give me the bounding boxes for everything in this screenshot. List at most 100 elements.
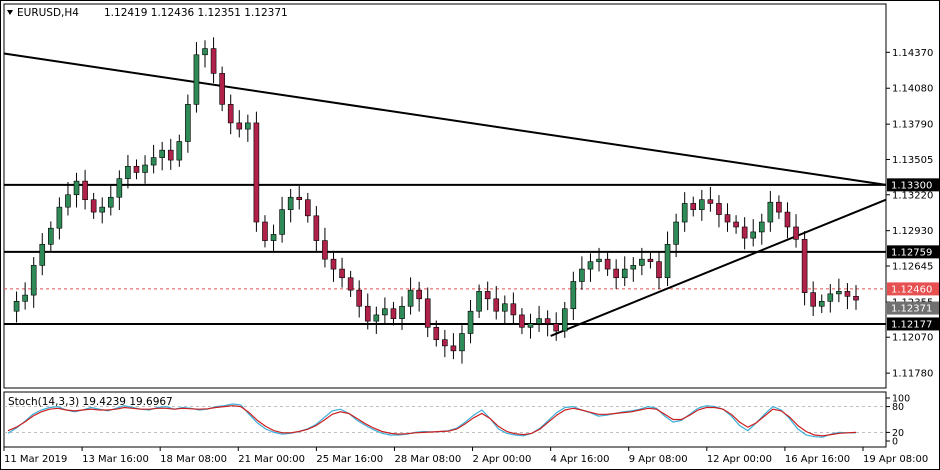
bearish-candle [424,298,431,328]
x-tick-label: 16 Apr 16:00 [785,454,850,465]
bullish-candle [48,227,54,245]
stochastic-lines [7,403,857,438]
price-panel-border [3,3,887,389]
bearish-candle [801,239,808,293]
bearish-candle [733,221,739,228]
bearish-candle [262,221,268,241]
bearish-candle [227,104,234,124]
stochastic-tick-label: 20 [892,428,904,439]
bearish-candle [416,289,422,300]
bearish-candle [544,318,551,324]
level-price-tag-label: 1.12177 [891,319,932,330]
bullish-candle [150,157,157,166]
bullish-candle [65,194,71,208]
bearish-candle [716,203,722,215]
stochastic-tick-label: 100 [892,394,910,405]
x-tick-label: 21 Mar 00:00 [238,454,305,465]
bullish-candle [373,314,380,322]
current-price-label: 1.12371 [891,304,932,315]
bearish-candle [167,149,174,161]
bullish-candle [681,203,688,223]
time-axis: 11 Mar 2019 13 Mar 16:00 18 Mar 08:00 21 Ma… [3,447,928,465]
stochastic-line [7,405,857,437]
bearish-candle [356,289,362,307]
bullish-candle [750,231,757,239]
bullish-candle [39,244,46,266]
bearish-candle [647,258,654,262]
bearish-candle [553,323,560,332]
bearish-candle [313,215,320,241]
bearish-candle [741,226,748,239]
bearish-candle [330,258,337,270]
bearish-candle [613,268,619,279]
dropdown-triangle-icon[interactable] [7,10,13,15]
x-tick-label: 13 Mar 16:00 [82,454,149,465]
x-tick-label: 25 Mar 16:00 [316,454,383,465]
bearish-candle [82,180,88,201]
bullish-candle [107,196,114,208]
ohlc-readout: 1.12419 1.12436 1.12351 1.12371 [104,7,288,19]
stochastic-tick-label: 80 [892,402,904,413]
bullish-candle [502,303,508,312]
bullish-candle [664,244,671,279]
candlestick-series [13,37,859,364]
bullish-candle [621,268,628,279]
bearish-candle [390,308,397,319]
bearish-candle [433,327,440,340]
bearish-candle [347,277,354,291]
bearish-candle [793,226,799,240]
level-price-tag-label: 1.12460 [891,284,932,295]
bullish-candle [579,268,585,282]
bearish-candle [484,291,491,300]
bearish-candle [253,122,260,223]
bullish-candle [836,291,842,295]
bullish-candle [116,178,123,198]
bullish-candle [193,54,200,105]
price-panel[interactable]: 1.14370 1.14080 1.13790 1.13505 1.13220 1.129… [3,3,939,389]
bearish-candle [304,199,311,217]
bullish-candle [22,294,28,302]
bearish-candle [776,201,782,213]
y-tick-label: 1.12645 [892,261,933,272]
bearish-candle [510,303,517,316]
bullish-candle [399,305,405,319]
bullish-candle [527,323,534,328]
current-price-tag [887,301,939,315]
bullish-candle [142,164,148,173]
bullish-candle [587,261,594,270]
bearish-candle [844,291,851,297]
bullish-candle [202,48,208,56]
bearish-candle [519,314,525,328]
stochastic-title: Stoch(14,3,3) 19.4239 19.6967 [8,396,173,408]
y-tick-label: 1.11780 [892,369,933,380]
bullish-candle [245,122,251,130]
bullish-candle [30,265,37,296]
bearish-candle [339,268,345,279]
bullish-candle [758,221,765,233]
y-tick-label: 1.12930 [892,226,933,237]
bearish-candle [724,214,731,223]
x-tick-label: 18 Mar 08:00 [160,454,227,465]
bullish-candle [699,199,705,210]
horizontal-levels [4,183,886,325]
bullish-candle [639,258,645,266]
bullish-candle [382,308,388,316]
bullish-candle [13,300,20,312]
x-tick-label: 9 Apr 08:00 [629,454,688,465]
x-tick-label: 28 Mar 08:00 [394,454,461,465]
bearish-candle [784,211,791,228]
bullish-candle [159,149,165,158]
symbol-label: EURUSD,H4 [17,7,79,19]
y-tick-label: 1.14370 [892,48,933,59]
y-tick-label: 1.12070 [892,333,933,344]
bullish-candle [287,196,294,210]
bearish-candle [450,345,457,352]
bullish-candle [185,104,191,142]
stochastic-panel-border [3,391,887,448]
trendlines [3,52,887,337]
bullish-candle [99,206,106,213]
